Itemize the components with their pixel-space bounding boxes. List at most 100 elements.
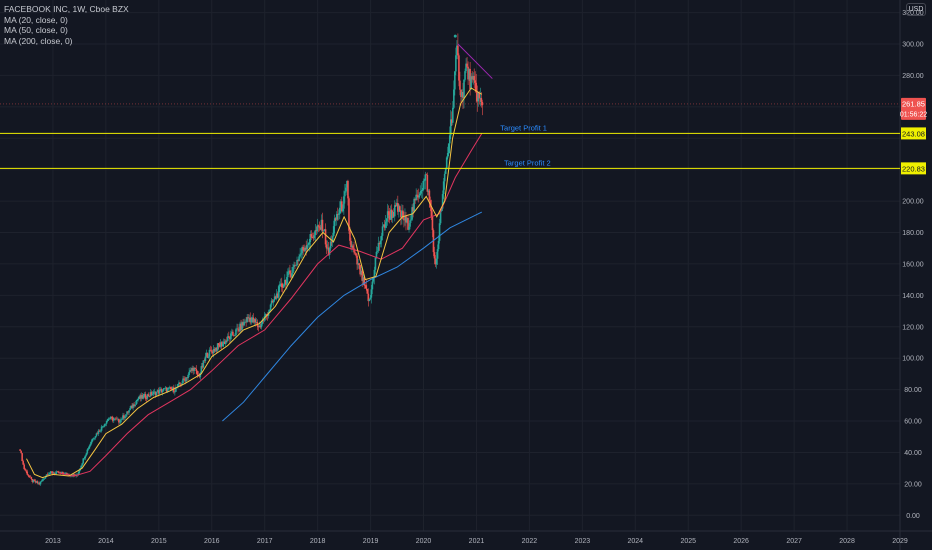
- candle-body: [196, 371, 199, 375]
- candle-body: [278, 284, 281, 287]
- candle-body: [409, 220, 411, 227]
- candle-body: [198, 375, 201, 377]
- candle-body: [247, 317, 249, 319]
- candle-body: [446, 152, 449, 158]
- candle-body: [291, 273, 293, 278]
- candle-body: [453, 89, 455, 108]
- candle-body: [151, 394, 154, 396]
- ma200-line: [222, 211, 483, 422]
- candle-body: [218, 345, 221, 347]
- candle-body: [129, 408, 131, 411]
- candle-body: [467, 66, 469, 80]
- candle-body: [328, 248, 331, 255]
- candle-body: [194, 367, 197, 369]
- ma200-legend[interactable]: MA (200, close, 0): [4, 35, 73, 46]
- candle-body: [430, 207, 433, 217]
- price-axis-tick-label: 320.00: [902, 10, 924, 17]
- candle-body: [283, 284, 285, 288]
- candle-body: [421, 189, 424, 191]
- candle-body: [236, 328, 238, 330]
- candle-body: [49, 471, 52, 474]
- price-axis-tick-label: 40.00: [904, 450, 922, 457]
- candle-body: [116, 418, 118, 420]
- candle-body: [134, 404, 136, 406]
- candle-body: [318, 226, 321, 228]
- target-price-tag-2: [901, 162, 926, 175]
- candle-body: [296, 260, 298, 266]
- candle-body: [287, 271, 289, 278]
- candle-body: [275, 293, 278, 299]
- candle-body: [437, 240, 440, 250]
- ma20-legend[interactable]: MA (20, close, 0): [4, 14, 68, 25]
- price-axis-tick-label: 120.00: [902, 324, 924, 331]
- candle-body: [359, 265, 361, 275]
- time-axis-tick-label: 2017: [257, 538, 273, 545]
- candle-body: [445, 157, 448, 169]
- candle-body: [39, 481, 42, 485]
- candle-body: [24, 469, 27, 471]
- candle-body: [369, 297, 372, 300]
- candle-body: [474, 80, 477, 83]
- candle-body: [410, 219, 412, 221]
- candle-body: [412, 207, 414, 212]
- candle-body: [301, 247, 303, 254]
- candle-body: [425, 174, 428, 176]
- candle-body: [344, 191, 346, 197]
- candle-body: [22, 461, 24, 465]
- candle-body: [262, 320, 265, 321]
- candle-body: [148, 396, 151, 397]
- candle-body: [117, 418, 119, 420]
- candle-body: [464, 71, 466, 80]
- candle-body: [191, 367, 193, 371]
- time-axis-tick-label: 2021: [469, 538, 485, 545]
- candle-body: [187, 375, 189, 379]
- time-axis-tick-label: 2016: [204, 538, 220, 545]
- candle-body: [82, 458, 85, 464]
- candle-body: [111, 417, 114, 421]
- candle-body: [249, 317, 252, 323]
- candle-body: [466, 63, 468, 67]
- candle-body: [106, 419, 109, 422]
- candle-body: [240, 323, 242, 330]
- candle-body: [172, 387, 174, 390]
- candle-body: [38, 482, 41, 485]
- candle-body: [470, 76, 472, 90]
- candle-body: [312, 237, 315, 239]
- price-axis-tick-label: 80.00: [904, 387, 922, 394]
- candle-body: [334, 218, 337, 220]
- symbol-title[interactable]: FACEBOOK INC, 1W, Cboe BZX: [4, 4, 129, 14]
- ma50-legend[interactable]: MA (50, close, 0): [4, 25, 68, 35]
- candle-body: [433, 252, 436, 259]
- candle-body: [26, 471, 29, 475]
- candle-body: [416, 194, 418, 196]
- candle-body: [332, 226, 335, 237]
- candle-body: [110, 416, 113, 418]
- candle-body: [140, 395, 143, 399]
- candle-body: [297, 260, 299, 262]
- candle-body: [442, 181, 445, 195]
- candle-body: [457, 45, 459, 56]
- price-axis-tick-label: 0.00: [906, 513, 920, 520]
- candle-body: [306, 245, 309, 250]
- candle-body: [221, 343, 224, 347]
- candle-body: [159, 389, 162, 390]
- candle-body: [98, 430, 101, 432]
- candle-body: [190, 370, 192, 371]
- candle-body: [468, 68, 470, 80]
- candle-body: [265, 314, 268, 315]
- currency-button[interactable]: USD: [906, 3, 926, 16]
- candle-body: [162, 388, 165, 391]
- price-axis-tick-label: 60.00: [904, 419, 922, 426]
- candle-body: [398, 206, 400, 212]
- candle-body: [391, 212, 394, 218]
- candle-body: [114, 418, 116, 420]
- candle-body: [377, 242, 380, 251]
- candle-body: [350, 240, 352, 248]
- candle-body: [139, 396, 142, 399]
- candle-body: [365, 285, 368, 289]
- candle-body: [81, 463, 84, 466]
- candle-body: [333, 218, 336, 227]
- candle-body: [354, 252, 356, 254]
